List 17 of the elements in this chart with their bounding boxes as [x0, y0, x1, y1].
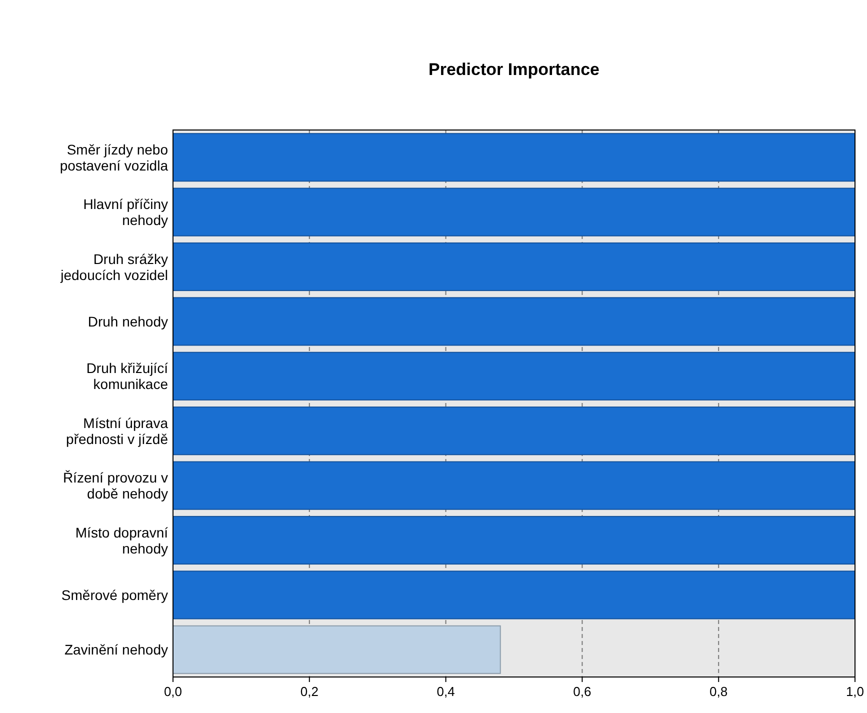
y-tick-label: Hlavní příčiny nehody: [83, 196, 168, 228]
y-tick-label: Druh srážky jedoucích vozidel: [60, 250, 168, 283]
x-tick-label: 0,0: [164, 684, 182, 699]
y-tick-label: Směrové poměry: [61, 586, 168, 603]
y-tick-label: Zavinění nehody: [64, 642, 168, 658]
x-tick-label: 0,6: [573, 684, 592, 699]
chart-title: Predictor Importance: [428, 60, 600, 79]
x-tick-label: 1,0: [846, 684, 864, 699]
y-tick-label: Místo dopravní nehody: [75, 524, 168, 556]
x-tick-label: 0,4: [436, 684, 455, 699]
y-tick-label: Směr jízdy nebo postavení vozidla: [60, 141, 168, 174]
y-tick-label: Druh nehody: [88, 313, 168, 330]
y-tick-label: Druh křižující komunikace: [86, 360, 168, 392]
x-tick-label: 0,8: [710, 684, 728, 699]
x-tick-label: 0,2: [300, 684, 318, 699]
y-tick-label: Řízení provozu v době nehody: [62, 470, 168, 502]
y-tick-label: Místní úprava přednosti v jízdě: [66, 414, 168, 447]
